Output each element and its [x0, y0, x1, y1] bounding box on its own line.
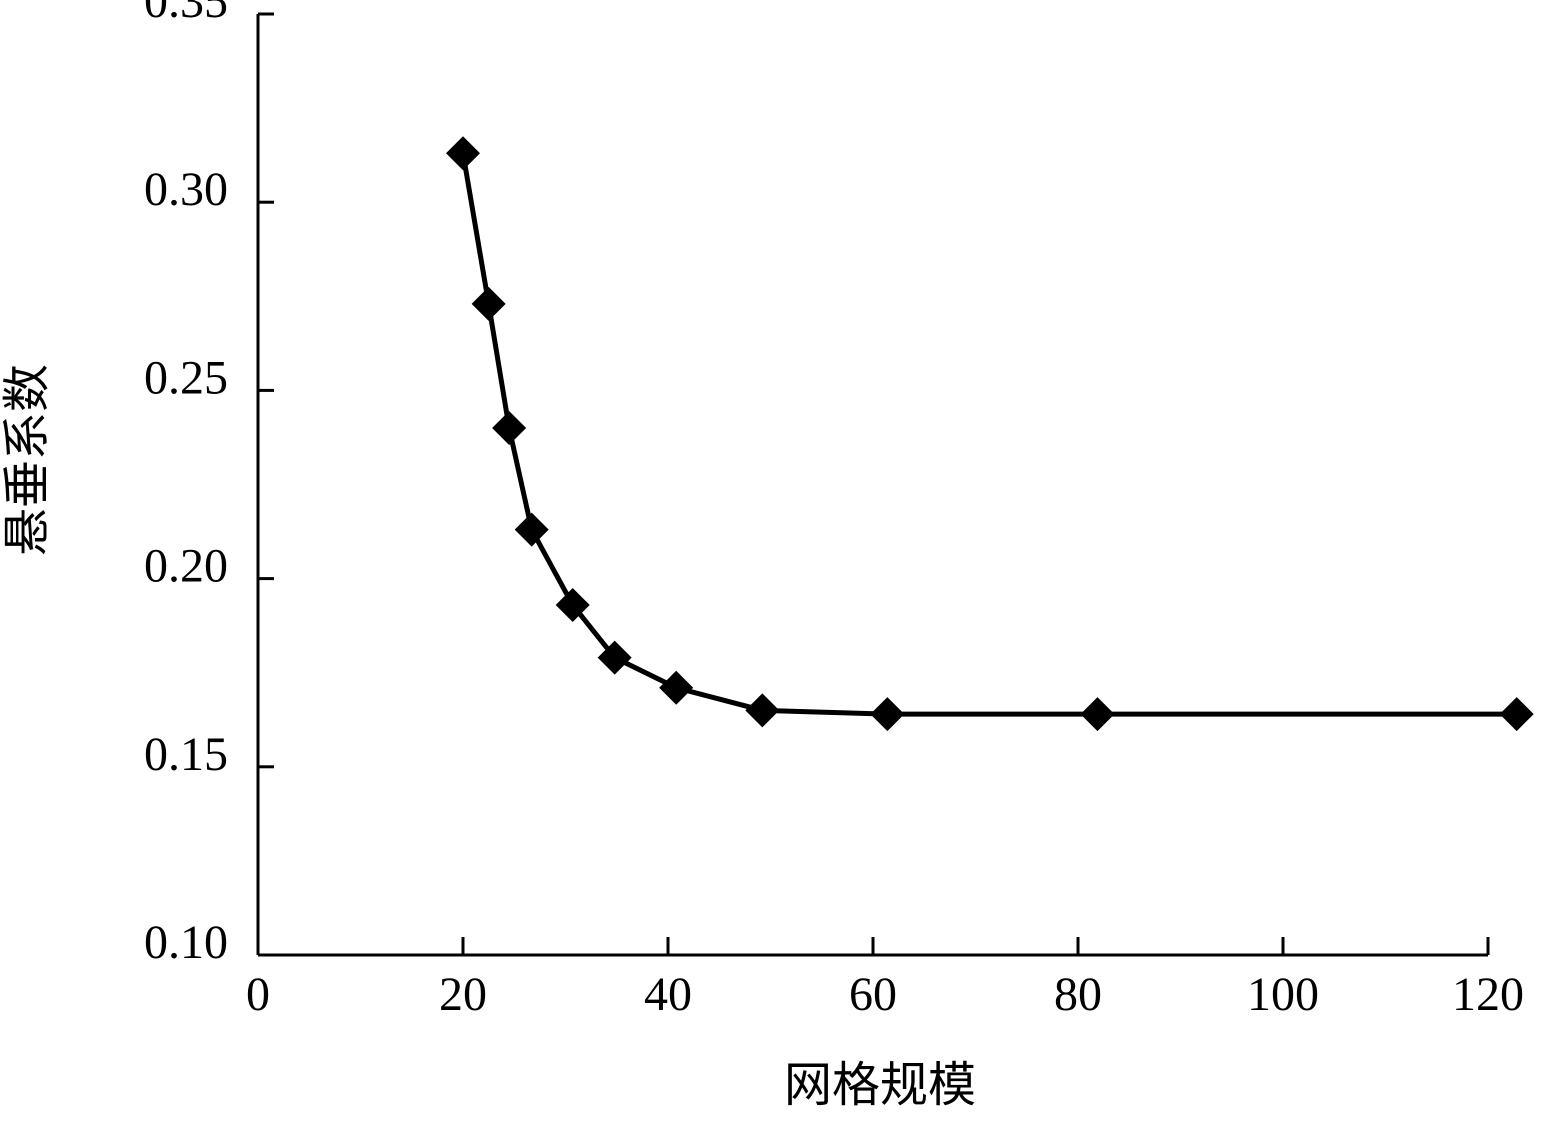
- line: [460, 152, 1517, 717]
- marker: [514, 512, 549, 547]
- marker: [1499, 697, 1534, 732]
- x-tick-label: 0: [246, 968, 270, 1021]
- y-tick-label: 0.10: [144, 916, 228, 969]
- x-tick-label: 100: [1247, 968, 1319, 1021]
- marker: [1080, 697, 1115, 732]
- x-tick-label: 20: [439, 968, 487, 1021]
- marker: [745, 693, 780, 728]
- marker: [659, 670, 694, 705]
- y-tick-label: 0.15: [144, 728, 228, 781]
- y-tick-label: 0.20: [144, 540, 228, 593]
- y-axis-label: 悬垂系数: [1, 364, 54, 556]
- x-tick-label: 120: [1452, 968, 1524, 1021]
- x-tick-label: 40: [644, 968, 692, 1021]
- y-tick-label: 0.35: [144, 0, 228, 28]
- x-axis-label: 网格规模: [784, 1059, 976, 1112]
- x-tick-label: 60: [849, 968, 897, 1021]
- marker: [446, 136, 480, 171]
- marker: [555, 587, 590, 622]
- y-tick-label: 0.30: [144, 163, 228, 216]
- y-tick-label: 0.25: [144, 351, 228, 404]
- marker: [870, 697, 905, 732]
- marker: [492, 411, 527, 446]
- x-tick-label: 80: [1054, 968, 1102, 1021]
- marker: [597, 640, 632, 675]
- marker: [471, 286, 506, 321]
